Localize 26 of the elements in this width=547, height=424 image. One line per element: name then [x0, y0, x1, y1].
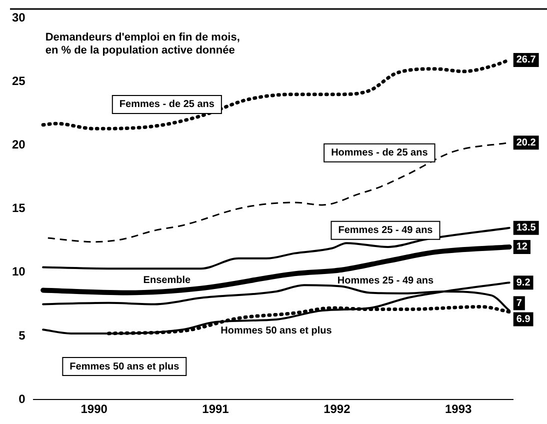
y-tick-label: 30 [12, 10, 26, 24]
y-tick-label: 20 [12, 138, 26, 152]
data-label: 13.5 [516, 222, 536, 234]
series-label: Femmes 25 - 49 ans [338, 225, 434, 236]
x-tick-label: 1990 [80, 402, 108, 416]
x-tick-label: 1991 [202, 402, 230, 416]
data-label: 9.2 [516, 277, 531, 288]
y-tick-label: 15 [12, 201, 26, 216]
data-label: 6.9 [516, 314, 531, 325]
series-label: Ensemble [143, 274, 191, 286]
text: Femmes 50 ans et plus [70, 361, 180, 372]
series-label: Hommes 25 - 49 ans [337, 275, 434, 286]
series-label: Hommes - de 25 ans [331, 148, 428, 159]
y-tick-label: 25 [12, 74, 26, 88]
x-tick-label: 1993 [445, 402, 472, 416]
y-tick-label: 10 [12, 264, 26, 279]
text: Demandeurs d'emploi en fin de mois, en % de la population active donnée [45, 32, 240, 57]
series-label: Femmes - de 25 ans [119, 99, 215, 110]
series-label: Hommes 50 ans et plus [220, 326, 332, 337]
data-label: 12 [516, 242, 528, 253]
x-tick-label: 1992 [324, 402, 351, 416]
y-tick-label: 5 [18, 328, 26, 342]
data-label: 7 [516, 298, 522, 309]
data-label: 20.2 [516, 137, 536, 148]
data-label: 26.7 [516, 54, 536, 66]
y-tick-label: 0 [18, 392, 26, 406]
